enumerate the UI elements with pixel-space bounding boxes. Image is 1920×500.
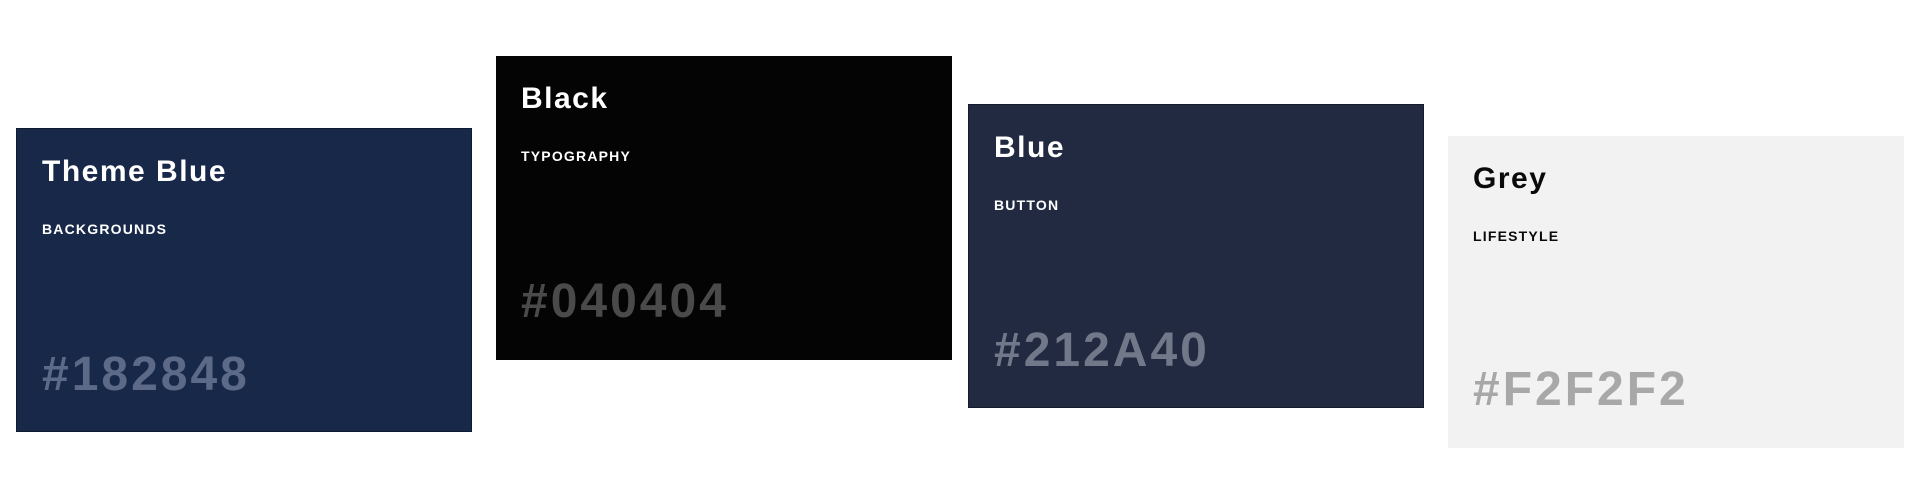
swatch-card-blue: Blue BUTTON #212A40 — [968, 104, 1424, 408]
swatch-hex-code: #182848 — [42, 348, 250, 401]
swatch-name: Grey — [1473, 162, 1548, 195]
swatch-name: Black — [521, 82, 609, 115]
swatch-usage: BACKGROUNDS — [42, 221, 168, 237]
swatch-hex-code: #F2F2F2 — [1473, 363, 1689, 416]
swatch-usage: TYPOGRAPHY — [521, 148, 632, 164]
swatch-usage: LIFESTYLE — [1473, 228, 1560, 244]
swatch-name: Theme Blue — [42, 155, 228, 188]
swatch-hex-code: #040404 — [521, 275, 729, 328]
swatch-name: Blue — [994, 131, 1066, 164]
swatch-hex-code: #212A40 — [994, 324, 1210, 377]
swatch-usage: BUTTON — [994, 197, 1060, 213]
swatch-card-theme-blue: Theme Blue BACKGROUNDS #182848 — [16, 128, 472, 432]
swatch-card-grey: Grey LIFESTYLE #F2F2F2 — [1448, 136, 1904, 448]
swatch-card-black: Black TYPOGRAPHY #040404 — [496, 56, 952, 360]
